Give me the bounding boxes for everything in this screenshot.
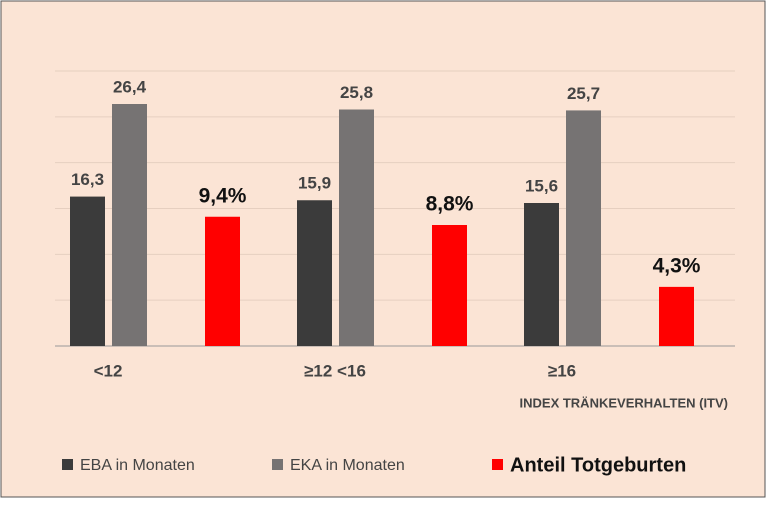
legend-swatch	[62, 459, 73, 470]
x-tick-label: <12	[94, 361, 123, 380]
data-label: 25,7	[567, 84, 600, 103]
bar	[112, 104, 147, 346]
bar	[524, 203, 559, 346]
data-label: 15,9	[298, 174, 331, 193]
data-label: 26,4	[113, 77, 147, 96]
data-label: 8,8%	[426, 193, 474, 216]
data-label: 15,6	[525, 176, 558, 195]
bar	[432, 225, 467, 346]
x-axis-label: INDEX TRÄNKEVERHALTEN (ITV)	[520, 395, 728, 410]
bar	[70, 196, 105, 346]
bar	[339, 109, 374, 346]
data-label: 9,4%	[199, 184, 247, 207]
legend-label: EKA in Monaten	[290, 457, 405, 474]
legend-label: EBA in Monaten	[80, 457, 195, 474]
data-label: 25,8	[340, 83, 373, 102]
x-tick-label: ≥12 <16	[304, 361, 366, 380]
bar	[566, 110, 601, 347]
bar	[297, 200, 332, 346]
legend-swatch	[492, 459, 503, 470]
data-label: 4,3%	[653, 254, 701, 277]
legend-label: Anteil Totgeburten	[510, 454, 686, 476]
bar	[659, 286, 694, 346]
legend-swatch	[272, 459, 283, 470]
bar	[205, 216, 240, 346]
data-label: 16,3	[71, 170, 104, 189]
x-tick-label: ≥16	[548, 361, 576, 380]
